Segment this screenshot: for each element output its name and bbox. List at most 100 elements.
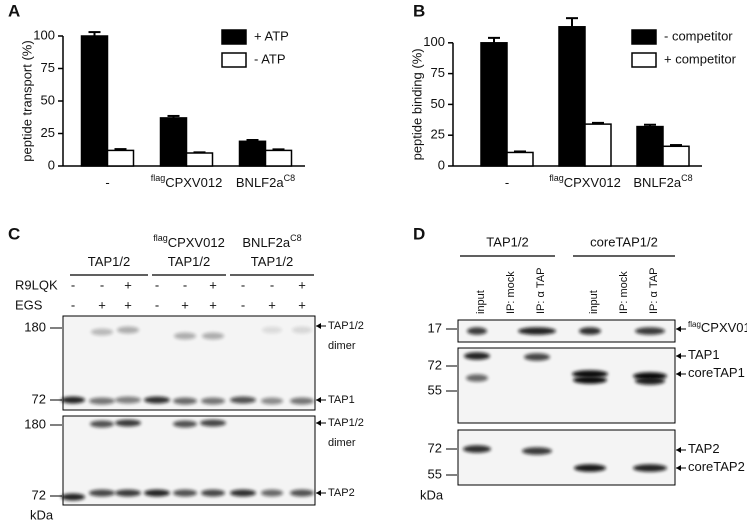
group-label: BNLF2aC8 [242, 233, 301, 250]
text-part: flag [549, 173, 564, 183]
bar [506, 151, 534, 167]
sign: - [183, 277, 187, 292]
sign: - [100, 277, 104, 292]
unit-label: kDa [30, 507, 54, 522]
text-part: flag [151, 173, 166, 183]
band-label: TAP2 [328, 487, 355, 499]
band [90, 420, 114, 428]
bar [636, 125, 664, 167]
band-label: TAP1/2 [328, 320, 364, 332]
sign: - [270, 277, 274, 292]
band [173, 420, 197, 428]
x-tick-label: - [105, 175, 109, 190]
band [464, 352, 490, 360]
lane-label: IP: mock [505, 271, 517, 314]
bar [480, 42, 508, 167]
sign: + [124, 277, 132, 292]
text-part: coreTAP2 [688, 459, 745, 474]
legend-label: + ATP [254, 28, 289, 43]
y-tick-label: 0 [438, 157, 445, 172]
mw-marker: 72 [428, 357, 442, 372]
text-part: TAP1/2 [88, 254, 130, 269]
band [144, 489, 170, 497]
band [290, 489, 314, 497]
band [89, 397, 115, 405]
row-label: R9LQK [15, 277, 58, 292]
group-label: flagCPXV012 [153, 233, 225, 250]
blot [457, 429, 676, 486]
sign: - [155, 277, 159, 292]
band [173, 397, 197, 405]
sign: - [241, 297, 245, 312]
arrow-head [316, 420, 321, 426]
panel-letter: C [8, 224, 20, 243]
band [467, 327, 487, 335]
band [261, 489, 283, 497]
lane-label: input [475, 290, 487, 314]
text-part: coreTAP1 [688, 365, 745, 380]
panel-letter: B [413, 1, 425, 20]
band-label: TAP2 [688, 441, 720, 456]
band [522, 447, 552, 455]
mw-marker: 17 [428, 320, 442, 335]
sign: + [298, 297, 306, 312]
band [201, 489, 225, 497]
bar [662, 145, 690, 167]
band [573, 376, 607, 384]
x-tick-label: flagCPXV012 [549, 173, 621, 190]
band [635, 327, 665, 335]
sign: + [268, 297, 276, 312]
y-tick-label: 50 [431, 96, 445, 111]
arrow-head [676, 353, 681, 359]
band [230, 396, 256, 404]
lane-label: input [588, 290, 600, 314]
band [61, 396, 85, 404]
band [202, 332, 224, 340]
band [572, 370, 608, 378]
y-axis-label: peptide binding (%) [409, 48, 424, 160]
bar [185, 152, 214, 167]
bar [264, 149, 293, 167]
band-label: dimer [328, 340, 356, 352]
text-part: CPXV012 [165, 175, 222, 190]
text-part: TAP1 [688, 347, 720, 362]
band [173, 489, 197, 497]
mw-marker: 72 [32, 391, 46, 406]
band-label: coreTAP2 [688, 459, 745, 474]
lane-label: IP: α TAP [535, 268, 547, 315]
group-label: TAP1/2 [168, 254, 210, 269]
band [230, 489, 256, 497]
band-label: dimer [328, 437, 356, 449]
sign: - [155, 297, 159, 312]
text-part: BNLF2a [236, 175, 284, 190]
panel-letter: D [413, 224, 425, 243]
unit-label: kDa [420, 487, 444, 502]
group-label: TAP1/2 [88, 254, 130, 269]
blot [457, 319, 676, 343]
y-tick-label: 0 [48, 157, 55, 172]
sign: - [71, 297, 75, 312]
text-part: CPXV012 [701, 320, 747, 335]
mw-marker: 55 [428, 382, 442, 397]
y-tick-label: 50 [41, 92, 55, 107]
text-part: TAP1/2 [251, 254, 293, 269]
band-label: TAP1 [328, 394, 355, 406]
band [91, 328, 113, 336]
arrow-head [676, 447, 681, 453]
band [89, 489, 115, 497]
legend-label: - competitor [664, 28, 733, 43]
text-part: - [505, 175, 509, 190]
sign: + [209, 277, 217, 292]
mw-marker: 55 [428, 466, 442, 481]
bar [106, 149, 135, 167]
mw-marker: 72 [32, 487, 46, 502]
sign: + [298, 277, 306, 292]
text-part: flag [688, 320, 701, 329]
text-part: TAP2 [688, 441, 720, 456]
band-label: flagCPXV012 [688, 320, 747, 336]
legend-swatch [631, 52, 657, 68]
sign: - [71, 277, 75, 292]
text-part: C8 [681, 173, 693, 183]
lane-label: IP: mock [618, 271, 630, 314]
group-label: coreTAP1/2 [590, 234, 658, 249]
